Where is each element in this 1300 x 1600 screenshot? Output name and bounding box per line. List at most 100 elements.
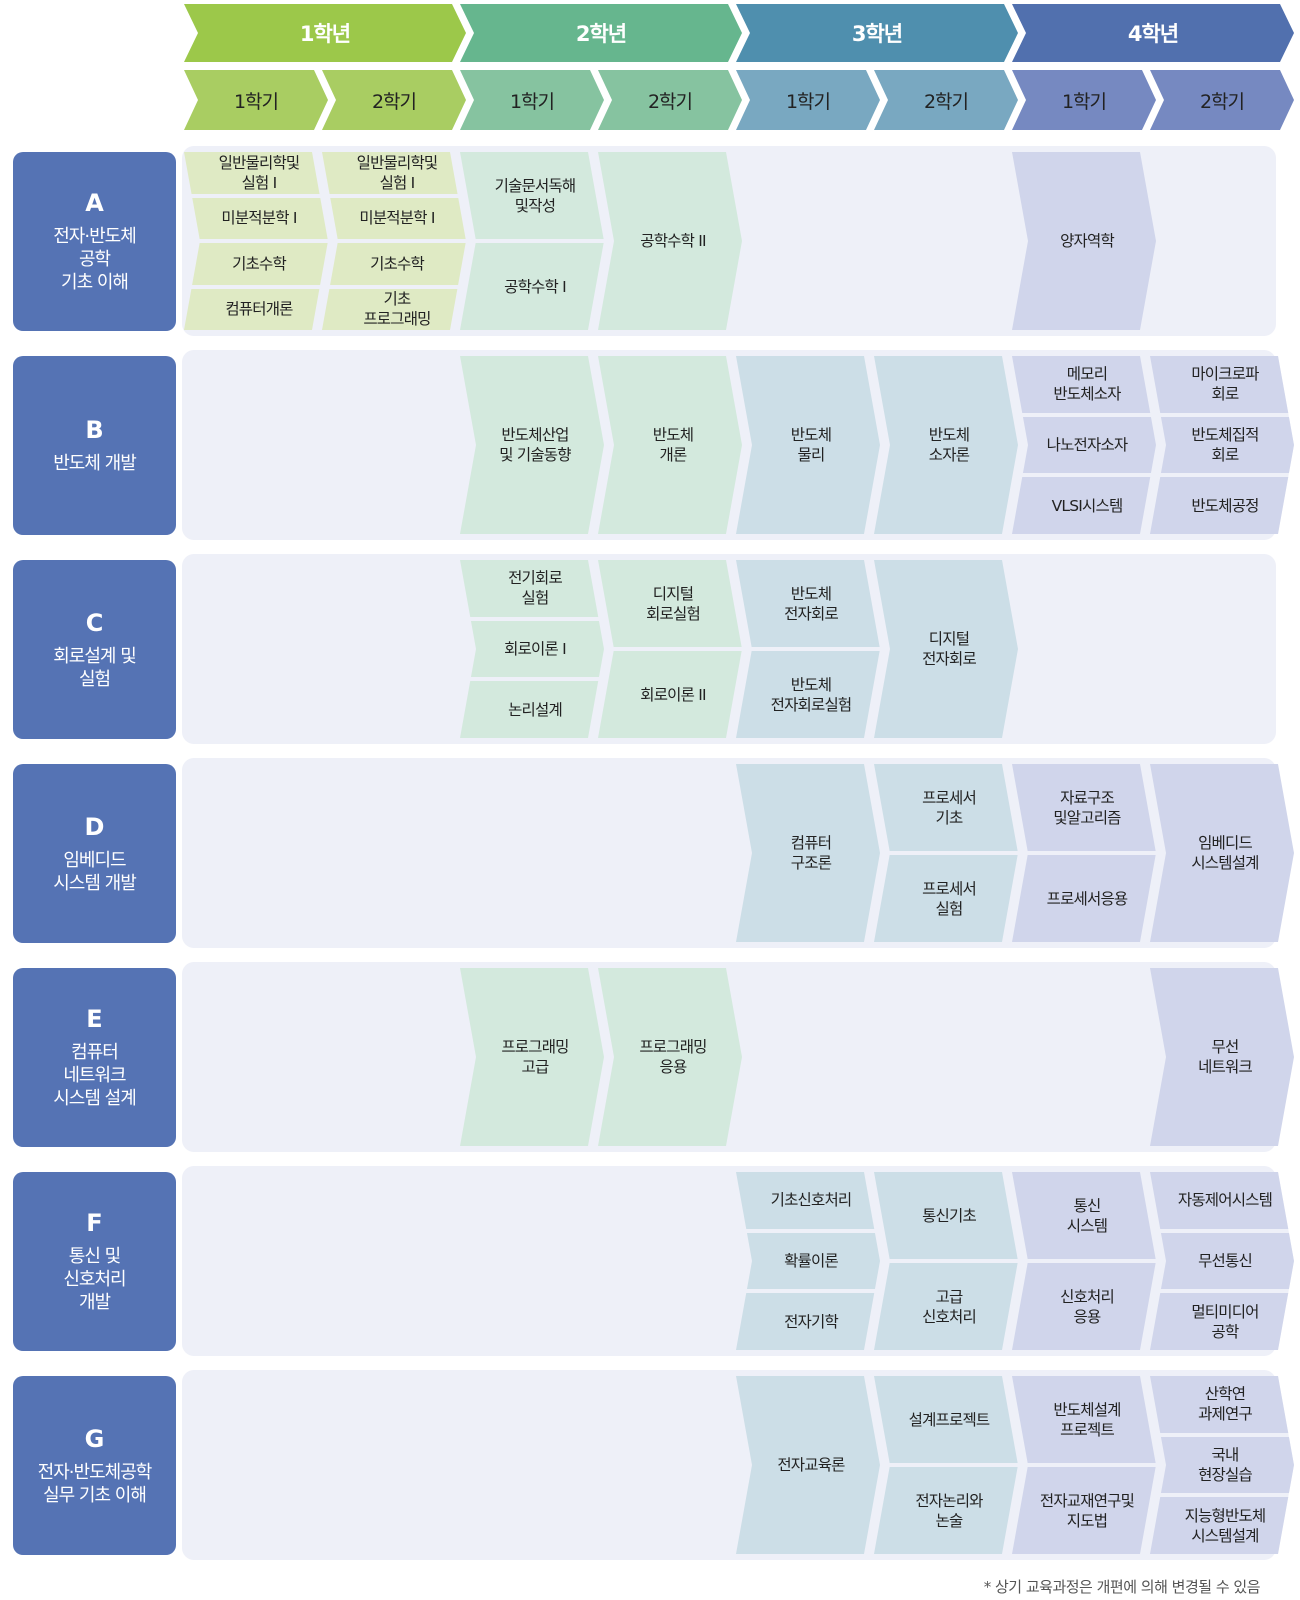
- course-item[interactable]: 기초수학: [322, 243, 466, 285]
- course-item[interactable]: 컴퓨터개론: [184, 289, 328, 331]
- course-item[interactable]: 컴퓨터 구조론: [736, 764, 880, 942]
- semester-header: 2학기: [322, 70, 466, 130]
- course-item[interactable]: 디지털 회로실험: [598, 560, 742, 647]
- track-label-b: B 반도체 개발: [13, 356, 176, 535]
- year-label: 4학년: [1127, 22, 1179, 46]
- course-cell: 메모리 반도체소자 나노전자소자 VLSI시스템: [1012, 356, 1156, 534]
- course-cell: 반도체 소자론: [874, 356, 1018, 534]
- course-cell: 디지털 전자회로: [874, 560, 1018, 738]
- course-cell: 반도체설계 프로젝트 전자교재연구및 지도법: [1012, 1376, 1156, 1554]
- course-item[interactable]: 확률이론: [736, 1233, 880, 1290]
- course-item[interactable]: 국내 현장실습: [1150, 1437, 1294, 1494]
- course-item[interactable]: 전자기학: [736, 1293, 880, 1350]
- course-item[interactable]: 미분적분학 I: [184, 198, 328, 240]
- course-item[interactable]: 회로이론 II: [598, 651, 742, 738]
- course-item[interactable]: 프로그래밍 응용: [598, 968, 742, 1146]
- course-item[interactable]: 임베디드 시스템설계: [1150, 764, 1294, 942]
- course-item[interactable]: 자료구조 및알고리즘: [1012, 764, 1156, 851]
- course-cell: 공학수학 II: [598, 152, 742, 330]
- semester-header: 2학기: [874, 70, 1018, 130]
- course-item[interactable]: 프로세서 기초: [874, 764, 1018, 851]
- semester-label: 1학기: [785, 90, 831, 113]
- year-header: 3학년: [736, 4, 1018, 62]
- course-item[interactable]: 반도체 전자회로실험: [736, 651, 880, 738]
- course-item[interactable]: 기초수학: [184, 243, 328, 285]
- course-item[interactable]: VLSI시스템: [1012, 477, 1156, 534]
- course-cell: 전자교육론: [736, 1376, 880, 1554]
- course-item[interactable]: 반도체 개론: [598, 356, 742, 534]
- course-item[interactable]: 프로그래밍 고급: [460, 968, 604, 1146]
- course-item[interactable]: 마이크로파 회로: [1150, 356, 1294, 413]
- course-item[interactable]: 반도체공정: [1150, 477, 1294, 534]
- semester-label: 1학기: [1061, 90, 1107, 113]
- course-item[interactable]: 전자교재연구및 지도법: [1012, 1467, 1156, 1554]
- course-item[interactable]: 나노전자소자: [1012, 417, 1156, 474]
- course-item[interactable]: 회로이론 I: [460, 621, 604, 678]
- course-item[interactable]: 지능형반도체 시스템설계: [1150, 1497, 1294, 1554]
- course-cell: 자료구조 및알고리즘 프로세서응용: [1012, 764, 1156, 942]
- course-cell: 통신기초 고급 신호처리: [874, 1172, 1018, 1350]
- course-item[interactable]: 반도체설계 프로젝트: [1012, 1376, 1156, 1463]
- course-cell: 자동제어시스템 무선통신 멀티미디어 공학: [1150, 1172, 1294, 1350]
- course-item[interactable]: 무선 네트워크: [1150, 968, 1294, 1146]
- semester-header: 1학기: [184, 70, 328, 130]
- course-item[interactable]: 일반물리학및 실험 I: [322, 152, 466, 194]
- semester-header: 1학기: [1012, 70, 1156, 130]
- year-header: 1학년: [184, 4, 466, 62]
- course-cell: 산학연 과제연구 국내 현장실습 지능형반도체 시스템설계: [1150, 1376, 1294, 1554]
- course-item[interactable]: 양자역학: [1012, 152, 1156, 330]
- course-item[interactable]: 공학수학 II: [598, 152, 742, 330]
- track-title: 반도체 개발: [53, 453, 137, 474]
- track-letter: A: [85, 189, 104, 217]
- course-item[interactable]: 무선통신: [1150, 1233, 1294, 1290]
- track-label-f: F 통신 및 신호처리 개발: [13, 1172, 176, 1351]
- course-item[interactable]: 반도체 전자회로: [736, 560, 880, 647]
- course-item[interactable]: 프로세서 실험: [874, 855, 1018, 942]
- course-item[interactable]: 반도체산업 및 기술동향: [460, 356, 604, 534]
- course-item[interactable]: 논리설계: [460, 681, 604, 738]
- course-item[interactable]: 디지털 전자회로: [874, 560, 1018, 738]
- course-item[interactable]: 전기회로 실험: [460, 560, 604, 617]
- course-cell: 프로그래밍 응용: [598, 968, 742, 1146]
- year-label: 3학년: [851, 22, 903, 46]
- course-item[interactable]: 멀티미디어 공학: [1150, 1293, 1294, 1350]
- course-cell: 반도체 물리: [736, 356, 880, 534]
- course-item[interactable]: 공학수학 I: [460, 243, 604, 330]
- course-item[interactable]: 전자교육론: [736, 1376, 880, 1554]
- course-item[interactable]: 기초 프로그래밍: [322, 289, 466, 331]
- course-cell: 반도체 개론: [598, 356, 742, 534]
- course-item[interactable]: 기술문서독해 및작성: [460, 152, 604, 239]
- course-item[interactable]: 설계프로젝트: [874, 1376, 1018, 1463]
- semester-header: 1학기: [736, 70, 880, 130]
- course-item[interactable]: 전자논리와 논술: [874, 1467, 1018, 1554]
- course-item[interactable]: 메모리 반도체소자: [1012, 356, 1156, 413]
- course-item[interactable]: 통신 시스템: [1012, 1172, 1156, 1259]
- course-item[interactable]: 고급 신호처리: [874, 1263, 1018, 1350]
- semester-label: 2학기: [923, 90, 969, 113]
- track-label-a: A 전자·반도체 공학 기초 이해: [13, 152, 176, 331]
- course-item[interactable]: 자동제어시스템: [1150, 1172, 1294, 1229]
- course-cell: 전기회로 실험 회로이론 I 논리설계: [460, 560, 604, 738]
- course-item[interactable]: 프로세서응용: [1012, 855, 1156, 942]
- course-cell: 무선 네트워크: [1150, 968, 1294, 1146]
- year-header: 4학년: [1012, 4, 1294, 62]
- course-item[interactable]: 산학연 과제연구: [1150, 1376, 1294, 1433]
- track-letter: F: [86, 1209, 103, 1237]
- track-letter: B: [85, 416, 104, 444]
- track-letter: E: [86, 1005, 103, 1033]
- track-label-e: E 컴퓨터 네트워크 시스템 설계: [13, 968, 176, 1147]
- course-item[interactable]: 반도체 물리: [736, 356, 880, 534]
- course-item[interactable]: 미분적분학 I: [322, 198, 466, 240]
- course-item[interactable]: 통신기초: [874, 1172, 1018, 1259]
- track-title: 회로설계 및 실험: [53, 645, 137, 690]
- course-item[interactable]: 반도체 소자론: [874, 356, 1018, 534]
- track-title: 임베디드 시스템 개발: [53, 849, 137, 894]
- course-cell: 설계프로젝트 전자논리와 논술: [874, 1376, 1018, 1554]
- course-item[interactable]: 반도체집적 회로: [1150, 417, 1294, 474]
- semester-label: 2학기: [1199, 90, 1245, 113]
- course-item[interactable]: 신호처리 응용: [1012, 1263, 1156, 1350]
- course-item[interactable]: 일반물리학및 실험 I: [184, 152, 328, 194]
- semester-header: 2학기: [598, 70, 742, 130]
- course-cell: 디지털 회로실험 회로이론 II: [598, 560, 742, 738]
- course-item[interactable]: 기초신호처리: [736, 1172, 880, 1229]
